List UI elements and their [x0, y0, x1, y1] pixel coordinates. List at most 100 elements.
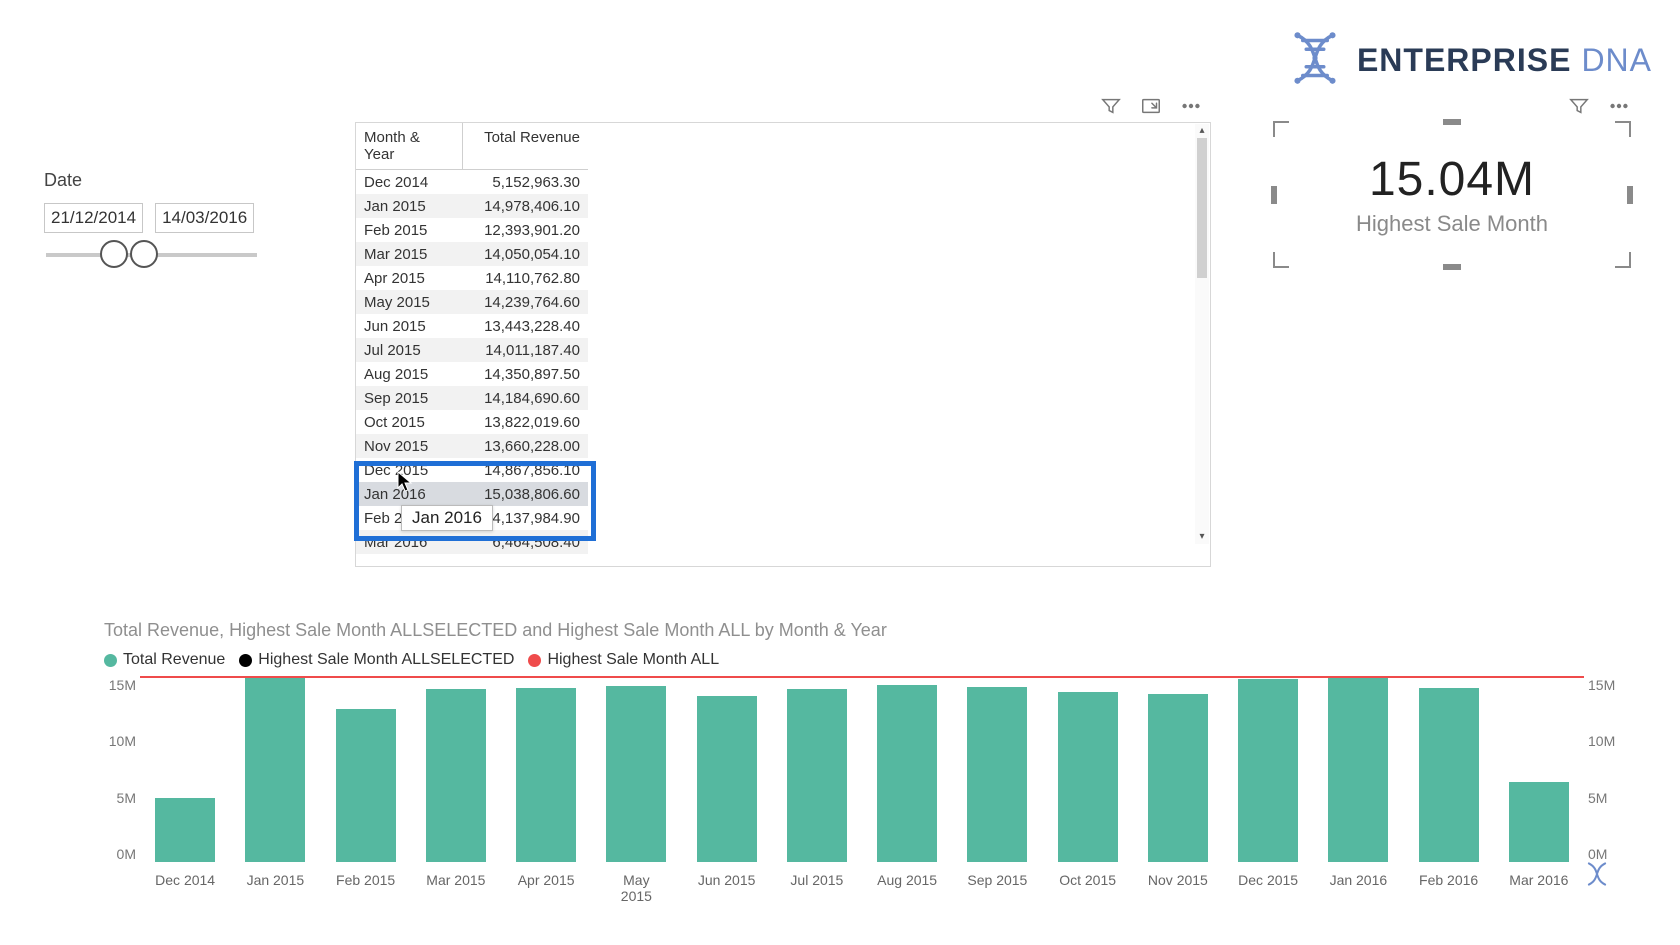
x-tick: Feb 2015: [336, 872, 396, 904]
table-row[interactable]: Nov 201513,660,228.00: [356, 434, 588, 458]
cell-revenue: 6,464,508.40: [463, 534, 588, 551]
x-tick: Dec 2015: [1238, 872, 1298, 904]
cell-revenue: 14,050,054.10: [463, 246, 588, 263]
scroll-up-icon[interactable]: ▴: [1195, 124, 1209, 138]
revenue-table-visual[interactable]: Month & Year Total Revenue Dec 20145,152…: [355, 122, 1211, 567]
bar[interactable]: [1328, 677, 1388, 862]
y-tick: 15M: [1588, 677, 1628, 693]
x-tick: Apr 2015: [516, 872, 576, 904]
bar[interactable]: [155, 798, 215, 862]
bar[interactable]: [336, 709, 396, 862]
date-slider-handle-to[interactable]: [130, 240, 158, 268]
x-tick: Nov 2015: [1148, 872, 1208, 904]
bar[interactable]: [606, 686, 666, 862]
col-header-revenue[interactable]: Total Revenue: [463, 123, 588, 169]
table-row[interactable]: Oct 201513,822,019.60: [356, 410, 588, 434]
table-row[interactable]: Feb 201512,393,901.20: [356, 218, 588, 242]
focus-mode-icon[interactable]: [1140, 95, 1162, 122]
more-options-icon[interactable]: [1608, 95, 1630, 122]
cell-revenue: 14,867,856.10: [463, 462, 588, 479]
watermark-dna-icon: [1584, 861, 1610, 892]
cell-revenue: 14,350,897.50: [463, 366, 588, 383]
x-tick: Jun 2015: [697, 872, 757, 904]
table-row[interactable]: Aug 201514,350,897.50: [356, 362, 588, 386]
cell-month: Feb 2015: [356, 222, 463, 239]
cell-revenue: 14,978,406.10: [463, 198, 588, 215]
col-header-month[interactable]: Month & Year: [356, 123, 463, 169]
x-tick: Mar 2015: [426, 872, 486, 904]
table-row[interactable]: Dec 201514,867,856.10: [356, 458, 588, 482]
x-tick: Feb 2016: [1419, 872, 1479, 904]
chart-title: Total Revenue, Highest Sale Month ALLSEL…: [104, 620, 1620, 641]
legend-swatch: [239, 654, 252, 667]
cell-revenue: 14,011,187.40: [463, 342, 588, 359]
y-tick: 5M: [1588, 790, 1628, 806]
bar[interactable]: [245, 677, 305, 862]
table-row[interactable]: May 201514,239,764.60: [356, 290, 588, 314]
scroll-thumb[interactable]: [1197, 138, 1207, 278]
cell-month: Sep 2015: [356, 390, 463, 407]
brand-word-2: DNA: [1581, 42, 1652, 79]
filter-icon[interactable]: [1100, 95, 1122, 122]
cell-revenue: 15,038,806.60: [463, 486, 588, 503]
highest-sale-card[interactable]: 15.04M Highest Sale Month: [1274, 122, 1630, 267]
legend-swatch: [528, 654, 541, 667]
scroll-down-icon[interactable]: ▾: [1195, 530, 1209, 544]
more-options-icon[interactable]: [1180, 95, 1202, 122]
table-header: Month & Year Total Revenue: [356, 123, 588, 170]
table-visual-toolbar: [1100, 95, 1202, 122]
cell-revenue: 13,660,228.00: [463, 438, 588, 455]
date-slider-track[interactable]: [46, 253, 257, 257]
bar[interactable]: [1058, 692, 1118, 862]
table-row[interactable]: Sep 201514,184,690.60: [356, 386, 588, 410]
legend-item[interactable]: Highest Sale Month ALL: [528, 651, 719, 669]
x-tick: Jul 2015: [787, 872, 847, 904]
cell-month: Mar 2016: [356, 534, 463, 551]
x-axis: Dec 2014Jan 2015Feb 2015Mar 2015Apr 2015…: [140, 872, 1584, 904]
table-row[interactable]: Jan 201514,978,406.10: [356, 194, 588, 218]
bar[interactable]: [1238, 679, 1298, 862]
revenue-chart[interactable]: Total Revenue, Highest Sale Month ALLSEL…: [104, 620, 1620, 920]
date-slider-handle-from[interactable]: [100, 240, 128, 268]
legend-item[interactable]: Highest Sale Month ALLSELECTED: [239, 651, 514, 669]
table-row[interactable]: Jan 201615,038,806.60: [356, 482, 588, 506]
legend-label: Highest Sale Month ALL: [547, 651, 719, 669]
table-row[interactable]: Apr 201514,110,762.80: [356, 266, 588, 290]
cell-month: Aug 2015: [356, 366, 463, 383]
table-row[interactable]: Jul 201514,011,187.40: [356, 338, 588, 362]
cell-revenue: 13,443,228.40: [463, 318, 588, 335]
table-row[interactable]: Mar 20166,464,508.40: [356, 530, 588, 554]
filter-icon[interactable]: [1568, 95, 1590, 122]
bar[interactable]: [697, 696, 757, 862]
bar[interactable]: [516, 688, 576, 862]
legend-item[interactable]: Total Revenue: [104, 651, 225, 669]
bar[interactable]: [1148, 694, 1208, 862]
table-row[interactable]: Mar 201514,050,054.10: [356, 242, 588, 266]
x-tick: Dec 2014: [155, 872, 215, 904]
date-to-input[interactable]: 14/03/2016: [155, 203, 254, 233]
bar[interactable]: [877, 685, 937, 862]
cell-revenue: 5,152,963.30: [463, 174, 588, 191]
x-tick: Oct 2015: [1058, 872, 1118, 904]
bar[interactable]: [426, 689, 486, 862]
chart-legend: Total Revenue Highest Sale Month ALLSELEC…: [104, 651, 1620, 669]
bar[interactable]: [787, 689, 847, 862]
table-row[interactable]: Jun 201513,443,228.40: [356, 314, 588, 338]
y-tick: 0M: [100, 846, 136, 862]
cell-month: Nov 2015: [356, 438, 463, 455]
bar[interactable]: [1419, 688, 1479, 862]
cell-revenue: 14,184,690.60: [463, 390, 588, 407]
date-slicer: Date 21/12/2014 14/03/2016: [44, 170, 259, 257]
table-row[interactable]: Dec 20145,152,963.30: [356, 170, 588, 194]
table-scrollbar[interactable]: ▴ ▾: [1195, 124, 1209, 544]
legend-label: Total Revenue: [123, 651, 225, 669]
cell-revenue: 12,393,901.20: [463, 222, 588, 239]
cell-month: Jan 2015: [356, 198, 463, 215]
bar[interactable]: [967, 687, 1027, 862]
date-from-input[interactable]: 21/12/2014: [44, 203, 143, 233]
y-axis-left: 15M10M5M0M: [100, 677, 136, 862]
bar[interactable]: [1509, 782, 1569, 862]
y-tick: 10M: [1588, 733, 1628, 749]
ref-line-all: [140, 676, 1584, 678]
legend-label: Highest Sale Month ALLSELECTED: [258, 651, 514, 669]
